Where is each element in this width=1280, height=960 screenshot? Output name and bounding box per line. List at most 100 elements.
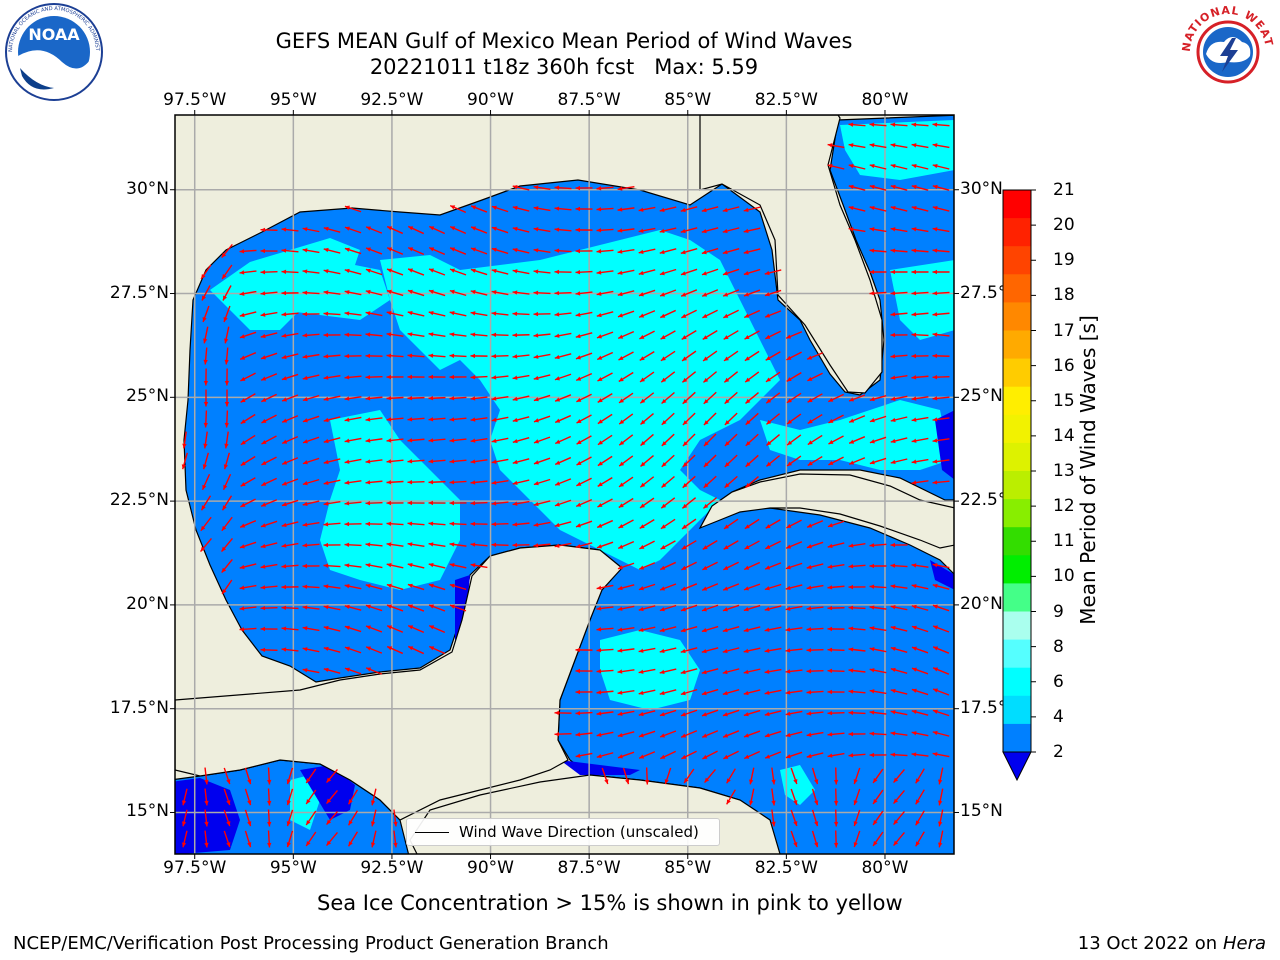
svg-text:NOAA: NOAA (28, 25, 80, 44)
wave-direction-arrow (386, 583, 404, 591)
wave-direction-arrow (853, 809, 861, 827)
wave-direction-arrow (224, 368, 230, 386)
wave-direction-arrow (744, 518, 760, 530)
wave-direction-arrow (365, 563, 383, 569)
wave-direction-arrow (932, 184, 950, 191)
wave-direction-arrow (323, 311, 341, 316)
wave-direction-arrow (386, 374, 404, 380)
wave-direction-arrow (302, 457, 320, 465)
wave-direction-arrow (596, 290, 614, 296)
wave-direction-arrow (848, 689, 866, 694)
wave-direction-arrow (807, 413, 823, 425)
wave-direction-arrow (701, 206, 719, 213)
wave-direction-arrow (365, 667, 383, 675)
wave-direction-arrow (200, 538, 212, 552)
wave-direction-arrow (596, 519, 614, 529)
wave-direction-arrow (911, 731, 929, 737)
wave-direction-arrow (239, 520, 257, 528)
wave-direction-arrow (911, 688, 929, 696)
wave-direction-arrow (617, 689, 635, 695)
wave-direction-arrow (659, 604, 677, 612)
wave-direction-arrow (806, 352, 824, 360)
wave-direction-arrow (281, 647, 299, 652)
wave-direction-arrow (407, 332, 425, 337)
wave-direction-arrow (596, 270, 614, 275)
wave-direction-arrow (449, 332, 467, 337)
wave-direction-arrow (239, 270, 257, 275)
wave-direction-arrow (326, 769, 338, 783)
wave-direction-arrow (302, 227, 320, 233)
wave-direction-arrow (890, 269, 908, 275)
wave-direction-arrow (428, 521, 446, 526)
map-content (175, 115, 954, 854)
wave-direction-arrow (470, 521, 488, 527)
wave-direction-arrow (596, 648, 614, 653)
wave-direction-arrow (806, 690, 824, 695)
colorbar-segment (1003, 302, 1031, 331)
footer-date: 13 Oct 2022 on Hera (1078, 933, 1266, 955)
wave-direction-arrow (533, 311, 551, 317)
wave-direction-arrow (491, 332, 509, 338)
wave-direction-arrow (323, 500, 341, 506)
wave-direction-arrow (386, 225, 404, 235)
wave-direction-arrow (890, 437, 908, 444)
wave-direction-arrow (722, 268, 740, 276)
wave-direction-arrow (240, 393, 256, 403)
wave-direction-arrow (806, 668, 824, 674)
wave-direction-arrow (449, 396, 467, 401)
wave-direction-arrow (554, 373, 572, 381)
wave-direction-arrow (554, 499, 572, 507)
wave-direction-arrow (869, 626, 887, 632)
wave-direction-arrow (386, 542, 404, 547)
colorbar-tick-label: 15 (1053, 390, 1075, 411)
wave-direction-arrow (305, 768, 317, 784)
wave-direction-arrow (428, 289, 446, 297)
wave-direction-arrow (344, 290, 362, 296)
wave-direction-arrow (470, 226, 488, 234)
wave-direction-arrow (617, 269, 635, 275)
wave-direction-arrow (302, 290, 320, 295)
wave-direction-arrow (702, 309, 718, 319)
wave-direction-arrow (869, 227, 887, 233)
wave-direction-arrow (806, 520, 824, 528)
wave-direction-arrow (681, 371, 697, 383)
wave-direction-arrow (765, 351, 781, 361)
wave-direction-arrow (765, 371, 781, 383)
colorbar-tick-label: 10 (1053, 566, 1075, 587)
wave-direction-arrow (890, 752, 908, 757)
wave-direction-arrow (221, 243, 233, 259)
wave-direction-arrow (618, 476, 634, 488)
wave-direction-arrow (344, 563, 362, 568)
wave-direction-arrow (224, 410, 229, 428)
wave-direction-arrow (639, 540, 655, 550)
wave-direction-arrow (449, 542, 467, 547)
wave-direction-arrow (723, 350, 739, 362)
wave-direction-arrow (260, 499, 278, 507)
wave-direction-arrow (554, 394, 572, 402)
wave-direction-arrow (596, 584, 614, 590)
wave-direction-arrow (302, 500, 320, 507)
wave-direction-arrow (680, 668, 698, 675)
wave-direction-arrow (911, 646, 929, 654)
wave-direction-arrow (575, 647, 593, 653)
wave-direction-arrow (302, 605, 320, 610)
wave-direction-arrow (323, 625, 341, 632)
wave-direction-arrow (449, 563, 467, 569)
wave-direction-arrow (533, 415, 551, 423)
lon-label-bottom: 85°W (664, 858, 712, 878)
wave-direction-arrow (533, 457, 551, 465)
colorbar-segment (1003, 471, 1031, 500)
lon-label-top: 85°W (664, 90, 712, 110)
wave-direction-arrow (267, 830, 272, 848)
wave-direction-arrow (869, 752, 887, 758)
wave-direction-arrow (221, 264, 233, 280)
wave-direction-arrow (428, 438, 446, 443)
wave-direction-arrow (848, 143, 866, 149)
wave-direction-arrow (204, 809, 209, 827)
wave-direction-arrow (682, 391, 696, 405)
wave-direction-arrow (806, 563, 824, 570)
wave-direction-arrow (911, 752, 929, 757)
wave-direction-arrow (449, 311, 467, 317)
wave-direction-arrow (222, 473, 232, 491)
wave-direction-arrow (344, 458, 362, 464)
